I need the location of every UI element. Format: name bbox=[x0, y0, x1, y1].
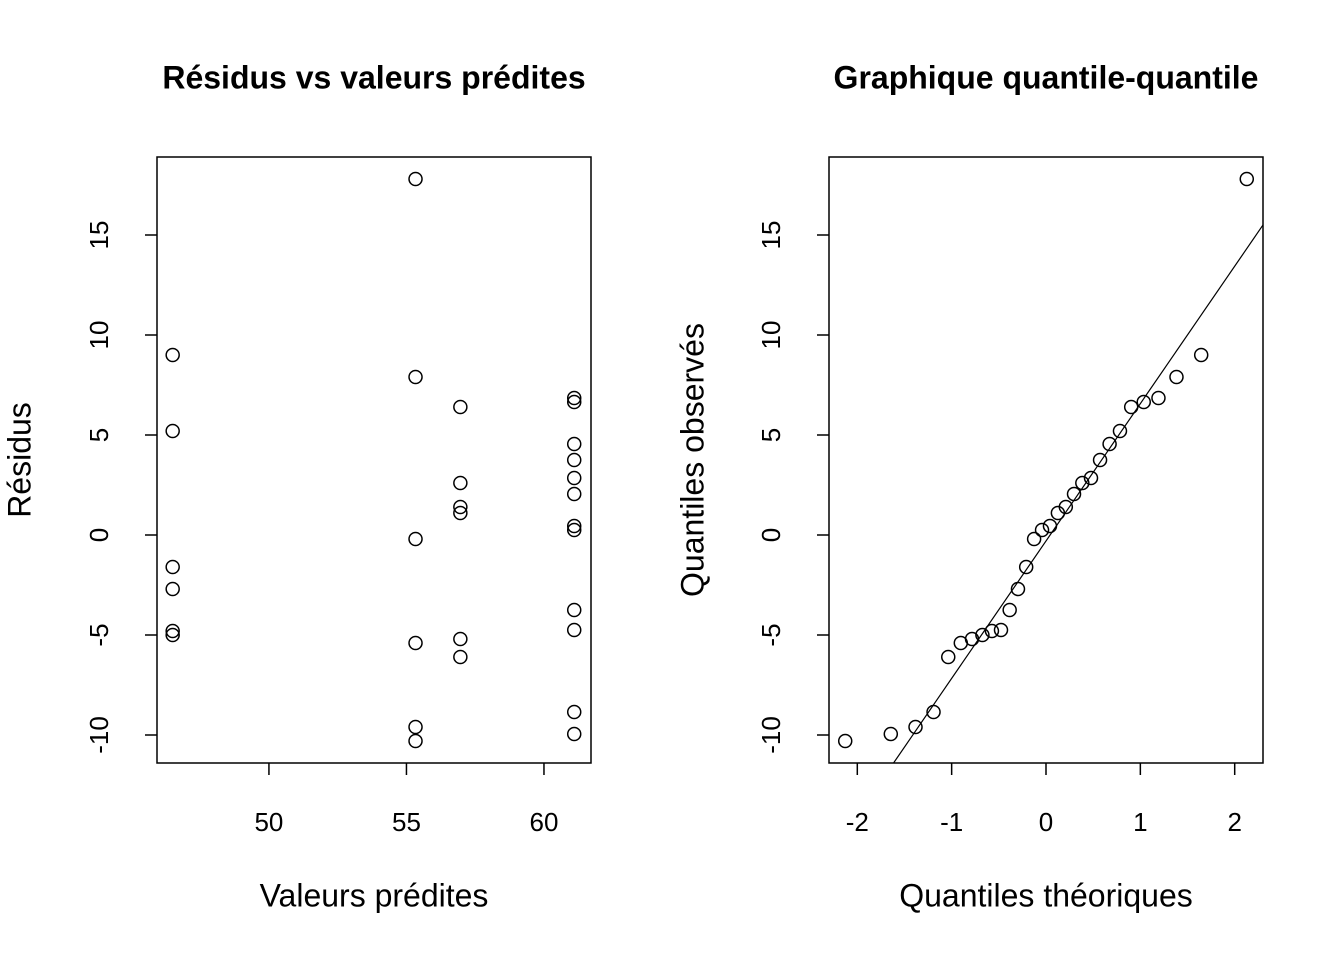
panel: Résidus vs valeurs prédites 50 55 60 -10 -5 0 5… bbox=[1, 59, 592, 913]
y-tick-label: -10 bbox=[756, 716, 786, 754]
y-tick-label: 15 bbox=[756, 221, 786, 250]
x-tick-label: 2 bbox=[1227, 807, 1241, 837]
point bbox=[566, 470, 582, 486]
y-axis-label: Résidus bbox=[1, 402, 37, 518]
point bbox=[1034, 522, 1050, 538]
point bbox=[566, 704, 582, 720]
point bbox=[837, 733, 853, 749]
point bbox=[408, 719, 423, 735]
reference-line bbox=[892, 224, 1263, 763]
point bbox=[1136, 394, 1151, 410]
x-tick-label: -1 bbox=[940, 807, 963, 837]
y-tick-label: 10 bbox=[756, 321, 786, 350]
point bbox=[1151, 390, 1166, 406]
point bbox=[453, 631, 468, 647]
point bbox=[566, 486, 582, 502]
chart-title: Résidus vs valeurs prédites bbox=[162, 59, 585, 95]
x-tick-label: 55 bbox=[392, 807, 421, 837]
point bbox=[566, 522, 582, 538]
point bbox=[408, 171, 423, 187]
point bbox=[883, 726, 899, 742]
point bbox=[1058, 499, 1074, 515]
y-tick-label: 5 bbox=[756, 428, 786, 442]
point bbox=[408, 369, 423, 385]
panel: Graphique quantile-quantile-2 -1 0 1 2-10-50… bbox=[674, 59, 1264, 913]
point bbox=[566, 518, 582, 534]
point bbox=[165, 627, 180, 643]
point bbox=[453, 475, 468, 491]
point bbox=[1075, 475, 1090, 491]
point bbox=[453, 649, 468, 665]
point bbox=[993, 622, 1009, 638]
point bbox=[1123, 399, 1139, 415]
point bbox=[453, 499, 468, 515]
point bbox=[165, 347, 180, 363]
y-tick-label: -10 bbox=[84, 716, 114, 754]
point bbox=[165, 581, 180, 597]
point bbox=[1169, 369, 1184, 385]
y-tick-label: -5 bbox=[756, 623, 786, 646]
point bbox=[408, 635, 423, 651]
point bbox=[566, 394, 582, 410]
point bbox=[984, 623, 1000, 639]
y-axis-label: Quantiles observés bbox=[674, 323, 710, 597]
y-tick-label: 0 bbox=[84, 528, 114, 542]
point bbox=[1002, 602, 1017, 618]
point bbox=[566, 726, 582, 742]
x-axis-label: Valeurs prédites bbox=[260, 877, 489, 913]
chart-title: Graphique quantile-quantile bbox=[834, 59, 1259, 95]
x-tick-label: 0 bbox=[1039, 807, 1053, 837]
point bbox=[165, 623, 180, 639]
point bbox=[165, 423, 180, 439]
x-tick-label: 50 bbox=[254, 807, 283, 837]
y-tick-label: 0 bbox=[756, 528, 786, 542]
point bbox=[408, 531, 423, 547]
x-tick-label: 1 bbox=[1133, 807, 1147, 837]
point bbox=[566, 622, 582, 638]
point bbox=[1042, 518, 1058, 534]
point bbox=[453, 399, 468, 415]
point bbox=[1102, 436, 1117, 452]
point bbox=[408, 733, 423, 749]
x-tick-label: 60 bbox=[530, 807, 559, 837]
y-tick-label: 10 bbox=[84, 321, 114, 350]
point bbox=[453, 505, 468, 521]
plot-box bbox=[828, 156, 1264, 764]
point bbox=[1026, 531, 1042, 547]
y-tick-label: 15 bbox=[84, 221, 114, 250]
point bbox=[1193, 347, 1209, 363]
point bbox=[908, 719, 923, 735]
point bbox=[1112, 423, 1128, 439]
point bbox=[1083, 470, 1099, 486]
point bbox=[1239, 171, 1255, 187]
x-axis-label: Quantiles théoriques bbox=[899, 877, 1193, 913]
point bbox=[1092, 452, 1108, 468]
x-tick-label: -2 bbox=[846, 807, 869, 837]
point bbox=[566, 390, 582, 406]
point bbox=[566, 452, 582, 468]
point bbox=[566, 436, 582, 452]
point bbox=[165, 559, 180, 575]
point bbox=[1018, 559, 1034, 575]
point bbox=[566, 602, 582, 618]
y-tick-label: 5 bbox=[84, 428, 114, 442]
point bbox=[975, 627, 990, 643]
y-tick-label: -5 bbox=[84, 623, 114, 646]
point bbox=[941, 649, 956, 665]
plot-box bbox=[156, 156, 592, 764]
